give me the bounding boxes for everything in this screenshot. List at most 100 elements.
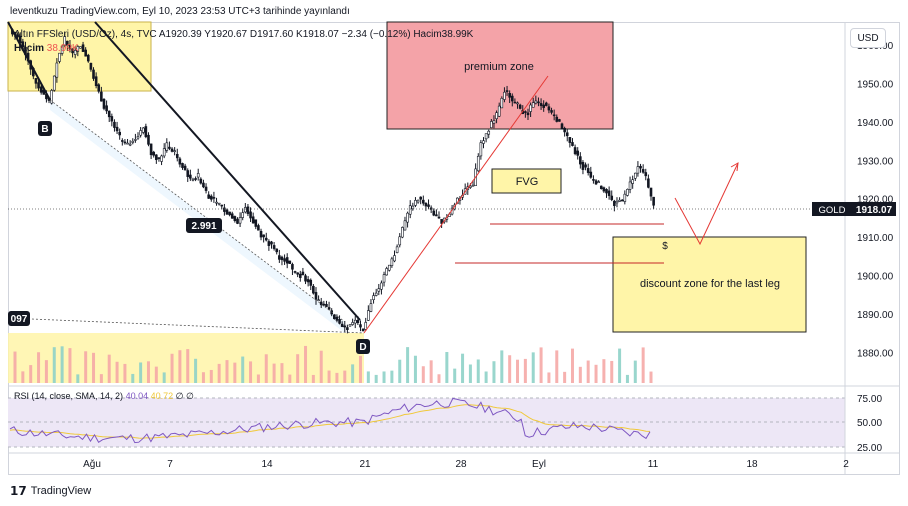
candle-body bbox=[602, 187, 606, 192]
candle-body bbox=[586, 168, 590, 173]
candle-body bbox=[217, 202, 221, 205]
candle-body bbox=[168, 146, 171, 149]
candle-body bbox=[115, 126, 119, 132]
candle-body bbox=[497, 105, 501, 117]
candle-body bbox=[623, 193, 627, 202]
candle-body bbox=[605, 189, 608, 194]
volume-legend: Hacim 38.99K bbox=[14, 43, 79, 54]
rsi-title[interactable]: RSI (14, close, SMA, 14, 2) bbox=[14, 391, 124, 401]
volume-bar bbox=[413, 355, 417, 383]
candle-body bbox=[346, 327, 349, 330]
candle-body bbox=[21, 41, 25, 48]
tradingview-logo[interactable]: 𝟭𝟳 TradingView bbox=[10, 484, 91, 498]
volume-bar bbox=[311, 374, 315, 383]
volume-bar bbox=[186, 349, 190, 383]
channel-fill bbox=[50, 100, 345, 333]
candle-body bbox=[298, 273, 302, 278]
candle-body bbox=[387, 264, 391, 271]
candle-body bbox=[293, 271, 297, 273]
candle-body bbox=[58, 52, 61, 62]
candle-body bbox=[280, 256, 284, 261]
volume-bar bbox=[84, 351, 88, 383]
candle-body bbox=[613, 200, 616, 206]
candle-body bbox=[126, 142, 129, 145]
candle-body bbox=[563, 127, 566, 133]
candle-body bbox=[579, 156, 582, 165]
candle-body bbox=[241, 212, 245, 218]
volume-bar bbox=[492, 361, 496, 383]
symbol-name[interactable]: Altın FFSleri (USD/Oz), 4s, TVC bbox=[14, 29, 157, 40]
candle-body bbox=[131, 140, 135, 143]
candle-body bbox=[615, 200, 619, 204]
candle-body bbox=[644, 172, 648, 177]
volume-bar bbox=[249, 361, 253, 383]
volume-bar bbox=[139, 362, 143, 383]
candle-body bbox=[244, 207, 247, 213]
marker-b: B bbox=[41, 124, 48, 135]
volume-bar bbox=[327, 370, 331, 383]
currency-button[interactable]: USD bbox=[850, 28, 886, 48]
candle-body bbox=[319, 301, 323, 306]
candle-body bbox=[110, 116, 114, 122]
candle-body bbox=[568, 137, 572, 143]
candle-body bbox=[620, 199, 624, 202]
volume-bar bbox=[633, 360, 637, 383]
projection-path bbox=[674, 162, 739, 246]
last-price-tag-bg bbox=[812, 202, 852, 216]
candle-body bbox=[225, 209, 229, 215]
candle-body bbox=[92, 69, 95, 79]
candle-body bbox=[524, 111, 527, 113]
volume-bar bbox=[366, 371, 370, 383]
candle-body bbox=[545, 102, 548, 106]
candle-body bbox=[312, 285, 315, 294]
candle-body bbox=[183, 165, 187, 171]
candle-body bbox=[16, 34, 19, 38]
candle-body bbox=[304, 275, 307, 282]
volume-bar bbox=[461, 353, 465, 383]
candle-body bbox=[141, 127, 145, 133]
candle-body bbox=[194, 178, 197, 180]
candle-body bbox=[113, 121, 116, 128]
candle-body bbox=[170, 148, 174, 152]
volume-bar bbox=[445, 351, 449, 383]
candle-body bbox=[175, 153, 179, 159]
candle-body bbox=[68, 44, 72, 50]
candle-body bbox=[204, 186, 208, 191]
rsi-legend: RSI (14, close, SMA, 14, 2) 40.04 40.72 … bbox=[14, 391, 194, 402]
volume-bar bbox=[523, 358, 527, 383]
volume-bar bbox=[288, 374, 292, 383]
candle-body bbox=[236, 218, 239, 224]
downtrend-line bbox=[94, 21, 361, 321]
candle-body bbox=[649, 187, 653, 197]
candle-body bbox=[403, 220, 407, 231]
candle-body bbox=[584, 164, 587, 168]
candle-body bbox=[275, 248, 279, 253]
candle-body bbox=[340, 323, 344, 327]
volume-bar bbox=[304, 345, 308, 383]
price-tick-label: 1910.00 bbox=[857, 233, 894, 244]
candle-body bbox=[597, 181, 600, 184]
rsi-value: 40.04 bbox=[125, 391, 149, 401]
volume-bar bbox=[21, 371, 25, 383]
candle-body bbox=[147, 134, 150, 145]
volume-bar bbox=[406, 347, 410, 383]
candle-body bbox=[414, 200, 417, 206]
candle-body bbox=[322, 303, 326, 306]
candle-body bbox=[325, 303, 328, 307]
candle-body bbox=[542, 104, 545, 108]
candle-body bbox=[81, 44, 85, 52]
candle-body bbox=[636, 166, 640, 174]
price-tick-label: 1920.00 bbox=[857, 195, 894, 206]
candle-body bbox=[469, 185, 472, 188]
candle-body bbox=[264, 237, 268, 241]
discount-label: discount zone for the last leg bbox=[640, 278, 780, 290]
volume-bar bbox=[578, 366, 582, 383]
candle-body bbox=[136, 136, 140, 139]
candle-body bbox=[283, 258, 286, 262]
candle-body bbox=[79, 46, 82, 49]
candle-body bbox=[66, 40, 69, 46]
candle-body bbox=[220, 204, 224, 207]
candle-body bbox=[406, 212, 409, 223]
rsi-ma-value: 40.72 bbox=[150, 391, 174, 401]
